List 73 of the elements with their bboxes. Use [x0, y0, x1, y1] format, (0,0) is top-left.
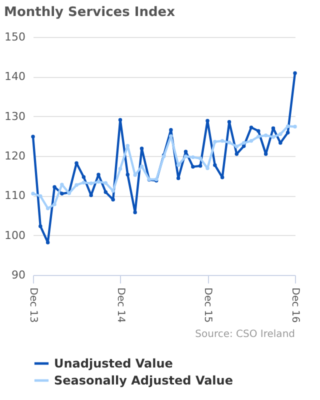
point — [118, 118, 122, 122]
y-tick-label: 110 — [4, 189, 26, 202]
point — [118, 166, 122, 171]
point — [111, 189, 115, 193]
point — [184, 154, 188, 158]
point — [31, 134, 35, 138]
point — [227, 140, 232, 144]
y-tick-label: 140 — [4, 70, 26, 84]
point — [31, 192, 35, 196]
legend-label: Unadjusted Value — [54, 356, 173, 370]
point — [52, 185, 56, 189]
point — [38, 224, 42, 228]
point — [206, 118, 210, 123]
point — [60, 182, 64, 186]
y-tick-label: 150 — [4, 30, 26, 44]
point — [293, 124, 297, 129]
point — [198, 164, 202, 168]
point — [82, 180, 86, 184]
point — [242, 144, 246, 148]
point — [52, 202, 56, 206]
point — [176, 163, 180, 167]
point — [46, 240, 50, 244]
y-tick-label: 120 — [4, 150, 26, 162]
point — [264, 134, 268, 138]
point — [264, 152, 268, 156]
point — [220, 176, 224, 180]
point — [169, 128, 173, 132]
point — [293, 71, 297, 75]
point — [198, 156, 202, 160]
point — [271, 135, 276, 139]
point — [96, 180, 100, 184]
y-tick-label: 90 — [12, 268, 26, 282]
point — [227, 120, 232, 124]
point — [104, 190, 108, 194]
point — [278, 132, 282, 136]
point — [234, 144, 239, 148]
source-note: Source: CSO Ireland — [195, 329, 295, 340]
point — [256, 129, 260, 133]
y-tick-label: 100 — [4, 228, 26, 242]
point — [126, 172, 130, 177]
point — [256, 134, 260, 138]
point — [278, 141, 282, 145]
legend-label: Seasonally Adjusted Value — [54, 374, 233, 388]
x-tick-label: Dec 15 — [202, 288, 214, 323]
point — [191, 164, 195, 169]
point — [286, 124, 290, 128]
point — [176, 176, 180, 180]
x-tick-label: Dec 14 — [114, 288, 126, 323]
point — [271, 126, 276, 130]
point — [191, 155, 195, 160]
point — [249, 126, 254, 130]
point — [213, 140, 217, 144]
point — [286, 130, 290, 134]
point — [46, 206, 50, 210]
point — [82, 175, 86, 179]
y-tick-label: 130 — [4, 110, 26, 123]
point — [133, 210, 137, 214]
point — [38, 194, 42, 198]
point — [220, 139, 224, 143]
chart-title: Monthly Services Index — [4, 5, 176, 20]
point — [104, 181, 108, 185]
x-tick-label: Dec 13 — [28, 288, 38, 323]
point — [213, 163, 217, 167]
point — [140, 146, 144, 150]
point — [60, 192, 64, 196]
point — [242, 141, 246, 145]
point — [133, 173, 137, 177]
point — [74, 183, 78, 187]
point — [249, 139, 254, 143]
point — [89, 182, 93, 186]
x-tick-label: Dec 16 — [290, 288, 300, 323]
point — [234, 152, 239, 156]
point — [111, 198, 115, 202]
